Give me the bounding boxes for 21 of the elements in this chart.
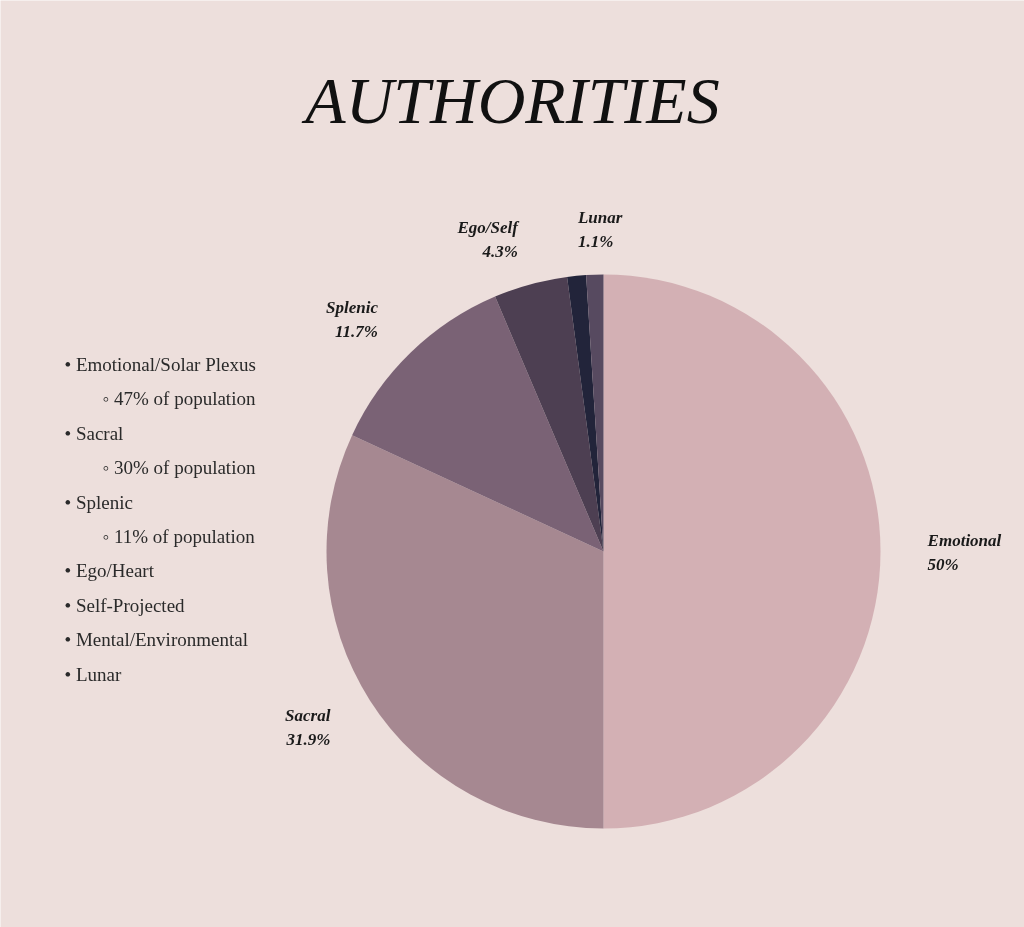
text: ◦ 47% of population — [64, 388, 256, 410]
text: • Mental/Environmental — [64, 629, 248, 651]
chart-title: AUTHORITIES — [301, 64, 720, 137]
slice-label: Sacral — [285, 705, 331, 725]
text: • Sacral — [64, 422, 124, 444]
text: ◦ 11% of population — [64, 526, 256, 547]
slice-label: Splenic — [326, 298, 379, 318]
text: • Lunar — [64, 663, 122, 685]
data-label: 4.3% — [481, 242, 518, 262]
data-label: 1.1% — [577, 232, 614, 252]
data-label: 31.9% — [285, 729, 331, 749]
text: • Emotional/Solar Plexus — [64, 354, 256, 375]
text: • Splenic — [64, 491, 133, 513]
text: ◦ 30% of population — [64, 457, 256, 479]
slice-label: Lunar — [576, 208, 623, 228]
data-label: 11.7% — [334, 322, 378, 342]
data-label: 50% — [927, 555, 959, 574]
slice-label: Emotional — [926, 531, 1002, 550]
text: • Ego/Heart — [64, 560, 155, 582]
slice-label: Ego/Self — [456, 218, 521, 238]
text: • Self-Projected — [64, 594, 186, 616]
